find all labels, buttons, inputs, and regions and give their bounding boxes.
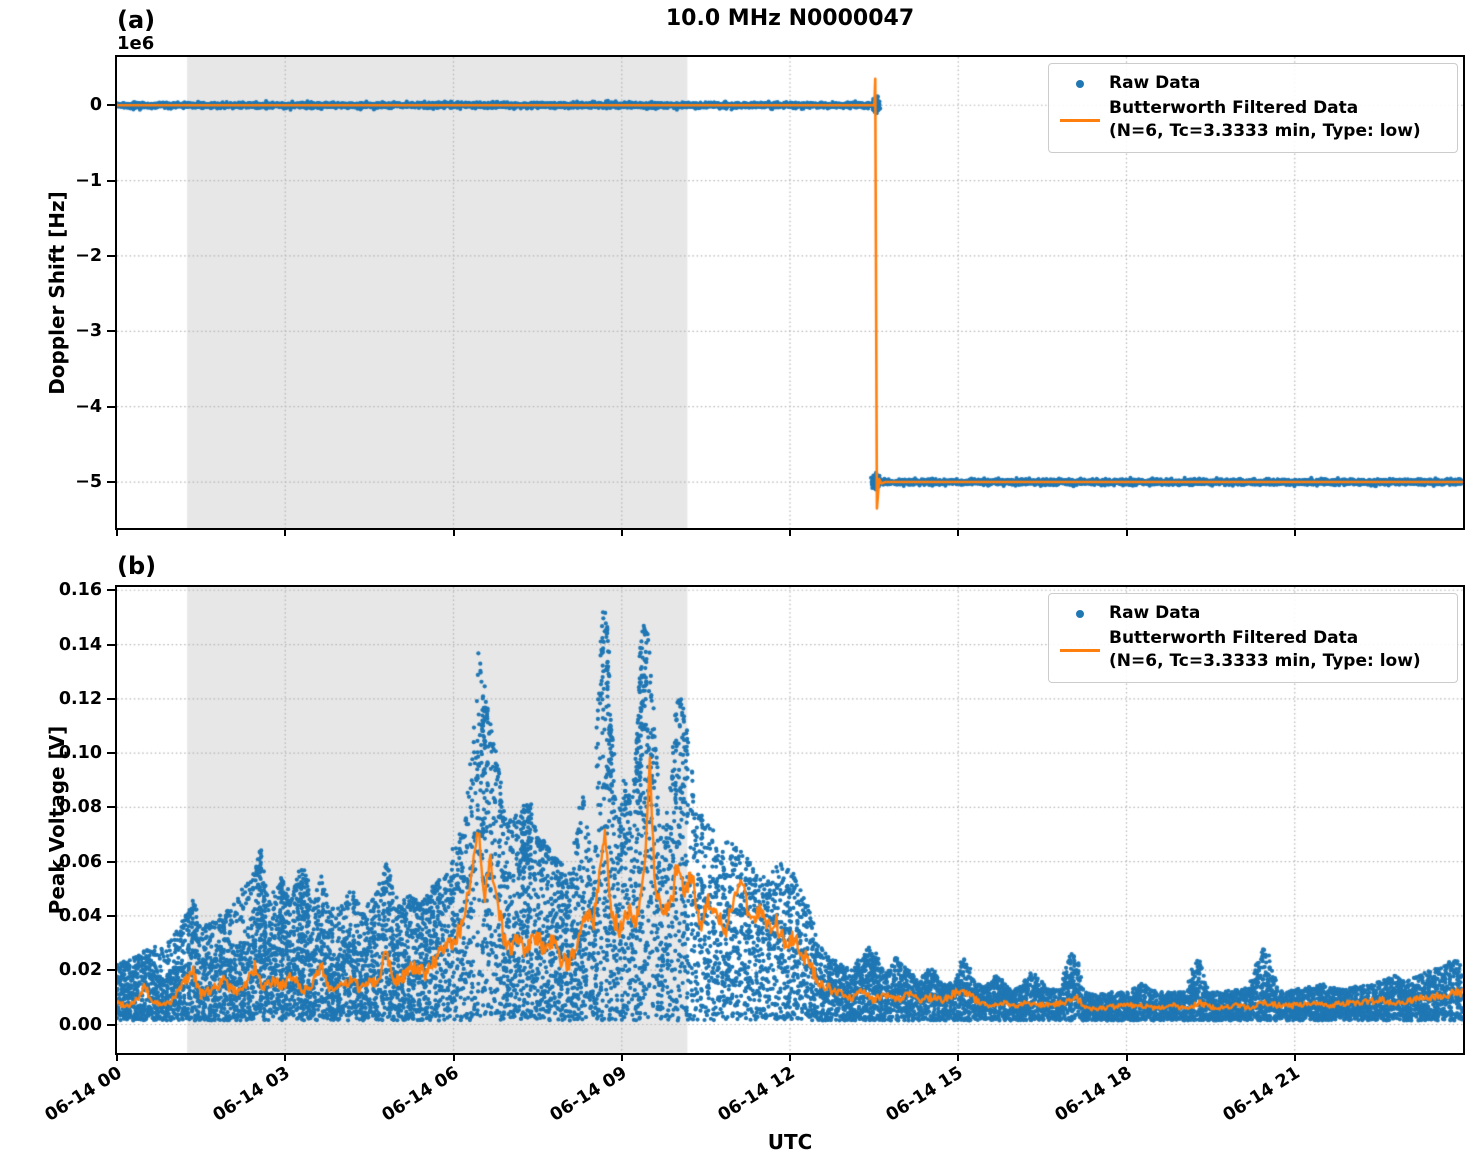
x-tick-mark — [789, 528, 791, 536]
filtered-data-label: Butterworth Filtered Data (N=6, Tc=3.3333… — [1109, 98, 1421, 141]
legend-entry-filtered: Butterworth Filtered Data (N=6, Tc=3.3333… — [1057, 97, 1447, 143]
raw-data-label: Raw Data — [1109, 603, 1201, 623]
legend-entry-filtered: Butterworth Filtered Data (N=6, Tc=3.3333… — [1057, 627, 1447, 673]
legend-entry-raw: Raw Data — [1057, 602, 1447, 625]
y-tick-label: 0.12 — [58, 688, 102, 709]
y-tick-mark — [107, 860, 115, 863]
y-tick-label: 0.10 — [58, 743, 102, 764]
y-tick-mark — [107, 697, 115, 700]
x-tick-mark — [957, 1053, 960, 1061]
panel-a-legend: Raw Data Butterworth Filtered Data (N=6, … — [1048, 63, 1458, 153]
x-tick-mark — [116, 528, 118, 536]
y-tick-mark — [107, 752, 115, 755]
raw-data-marker-handle — [1057, 609, 1103, 618]
x-tick-mark — [1125, 1053, 1128, 1061]
y-tick-label: −5 — [75, 472, 102, 493]
y-tick-mark — [107, 969, 115, 972]
y-tick-label: −3 — [75, 321, 102, 342]
y-tick-mark — [107, 481, 115, 484]
y-tick-label: 0.08 — [58, 797, 102, 818]
y-tick-label: −1 — [75, 170, 102, 191]
panel-a-ylabel: Doppler Shift [Hz] — [45, 191, 69, 395]
raw-data-marker-handle — [1057, 79, 1103, 88]
filtered-line-icon — [1060, 118, 1100, 122]
y-tick-mark — [107, 330, 115, 333]
x-tick-mark — [452, 528, 455, 536]
x-tick-mark — [284, 528, 287, 536]
x-tick-mark — [789, 1053, 791, 1061]
x-tick-label: 06-14 00 — [41, 1063, 126, 1126]
x-axis-label: UTC — [767, 1130, 813, 1154]
panel-a-plot-area: Raw Data Butterworth Filtered Data (N=6, … — [115, 55, 1465, 530]
y-tick-label: 0.04 — [58, 905, 102, 926]
x-tick-mark — [452, 1053, 455, 1061]
filtered-data-label: Butterworth Filtered Data (N=6, Tc=3.3333… — [1109, 628, 1421, 671]
filtered-line-marker-handle — [1057, 648, 1103, 652]
y-tick-mark — [107, 104, 115, 107]
y-tick-label: 0.00 — [58, 1014, 102, 1035]
y-tick-mark — [107, 254, 115, 257]
y-tick-label: −2 — [75, 245, 102, 266]
x-tick-mark — [1293, 1053, 1296, 1061]
x-tick-mark — [1293, 528, 1296, 536]
y-tick-mark — [107, 179, 115, 182]
panel-a-offset-text: 1e6 — [117, 33, 155, 54]
y-tick-mark — [107, 806, 115, 809]
y-tick-label: 0.02 — [58, 960, 102, 981]
filtered-line-icon — [1060, 648, 1100, 652]
y-tick-mark — [107, 589, 115, 592]
y-tick-mark — [107, 914, 115, 917]
y-tick-mark — [107, 405, 115, 408]
y-tick-label: 0.16 — [58, 580, 102, 601]
chart-title: 10.0 MHz N0000047 — [665, 6, 915, 31]
panel-b-legend: Raw Data Butterworth Filtered Data (N=6, … — [1048, 593, 1458, 683]
raw-data-dot-icon — [1076, 79, 1084, 88]
legend-entry-raw: Raw Data — [1057, 72, 1447, 95]
panel-b-label: (b) — [117, 552, 157, 580]
y-tick-label: 0 — [89, 95, 102, 116]
y-tick-mark — [107, 643, 115, 646]
raw-data-label: Raw Data — [1109, 73, 1201, 93]
filtered-line-marker-handle — [1057, 118, 1103, 122]
y-tick-label: 0.14 — [58, 634, 102, 655]
panel-b-plot-area: Raw Data Butterworth Filtered Data (N=6, … — [115, 585, 1465, 1055]
y-tick-label: −4 — [75, 396, 102, 417]
x-tick-mark — [620, 528, 623, 536]
x-tick-mark — [1125, 528, 1128, 536]
x-tick-mark — [284, 1053, 287, 1061]
raw-data-dot-icon — [1076, 609, 1084, 618]
y-tick-label: 0.06 — [58, 851, 102, 872]
x-tick-mark — [116, 1053, 118, 1061]
x-tick-mark — [957, 528, 960, 536]
x-tick-mark — [620, 1053, 623, 1061]
panel-a-label: (a) — [117, 6, 156, 34]
y-tick-mark — [107, 1023, 115, 1026]
